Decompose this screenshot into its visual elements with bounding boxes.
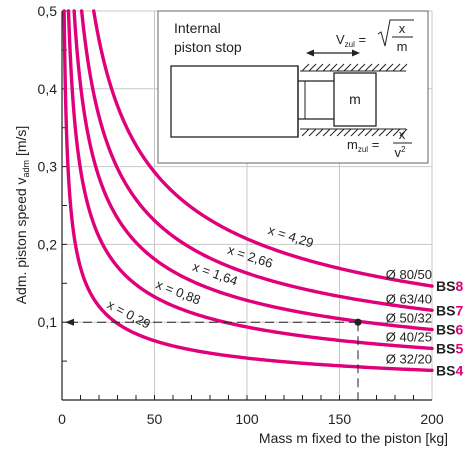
curve-diameter-label: Ø 40/25 (386, 329, 432, 344)
curve-bs-label: BS4 (436, 362, 463, 378)
hatch-line (336, 63, 345, 72)
bs-number: 7 (455, 302, 463, 318)
hatch-line (399, 128, 408, 137)
reference-lines (65, 318, 362, 400)
y-tick-label: 0,2 (38, 236, 58, 252)
y-tick-label: 0,3 (38, 159, 58, 175)
curve-bs-label: BS5 (436, 340, 463, 356)
curve-BS4 (62, 9, 434, 373)
hatch-line (329, 128, 338, 137)
bs-number: 5 (455, 340, 463, 356)
hatch-line (371, 128, 380, 137)
hatch-line (385, 63, 394, 72)
curve-BS8 (92, 9, 434, 288)
bs-prefix: BS (436, 362, 455, 378)
bs-prefix: BS (436, 278, 455, 294)
mass-block (333, 72, 377, 127)
curve-x-label: x = 0,29 (105, 297, 153, 332)
x-tick-label: 150 (328, 411, 352, 427)
hatch-line (343, 63, 352, 72)
hatch-line (322, 63, 331, 72)
example-point (354, 318, 362, 326)
hatch-line (336, 128, 345, 137)
bs-number: 4 (455, 362, 463, 378)
motion-arrow-left-head (306, 49, 314, 57)
bs-number: 8 (455, 278, 463, 294)
hatch-line (308, 128, 317, 137)
hatch-line (399, 63, 408, 72)
y-axis-label-unit: [m/s] (13, 126, 29, 160)
hatch-line (392, 128, 401, 137)
curve-BS5 (66, 9, 434, 351)
curve-bs-label: BS6 (436, 322, 463, 338)
inset-title-line1: Internal (174, 20, 221, 36)
hatch-line (357, 128, 366, 137)
hatch-line (301, 63, 310, 72)
inset-box (157, 10, 429, 164)
y-tick-labels: 0,1 0,2 0,3 0,4 0,5 (38, 3, 58, 330)
m-formula-num: x (399, 127, 406, 142)
hatch-line (315, 63, 324, 72)
x-tick-label: 100 (235, 411, 259, 427)
x-tick-label: 50 (147, 411, 163, 427)
bs-prefix: BS (436, 340, 455, 356)
v-formula-lhs: Vzul = (336, 32, 366, 49)
hatch-line (322, 128, 331, 137)
hatch-line (378, 63, 387, 72)
curve-BS7 (79, 9, 434, 312)
y-axis-label-main: Adm. piston speed v (13, 177, 29, 304)
x-axis-label: Mass m fixed to the piston [kg] (259, 430, 448, 446)
curve-diameter-label: Ø 63/40 (386, 291, 432, 306)
hatch-line (357, 63, 366, 72)
curve-diameter-label: Ø 80/50 (386, 267, 432, 282)
m-formula-lhs: mzul = (347, 137, 379, 154)
hatch-line (308, 63, 317, 72)
hatch-bottom (301, 128, 408, 137)
curve-x-label: x = 4,29 (266, 222, 315, 250)
bs-prefix: BS (436, 302, 455, 318)
m-formula-den: v2 (395, 145, 407, 160)
curve-diameter-label: Ø 32/20 (386, 351, 432, 366)
hatch-line (350, 63, 359, 72)
x-tick-labels: 0 50 100 150 200 (58, 411, 444, 427)
motion-arrow-right-head (352, 49, 360, 57)
bs-number: 6 (455, 322, 463, 338)
y-axis-label-sub: adm (21, 160, 31, 178)
curves (62, 9, 434, 373)
bs-prefix: BS (436, 322, 455, 338)
hatch-top (301, 63, 408, 72)
hatch-line (392, 63, 401, 72)
curve-BS6 (72, 9, 434, 332)
y-tick-label: 0,5 (38, 3, 58, 19)
sqrt-sign (377, 19, 414, 47)
hatch-line (350, 128, 359, 137)
curve-bs-label: BS7 (436, 302, 463, 318)
v-formula-den: m (397, 39, 408, 54)
hatch-line (301, 128, 310, 137)
y-tick-label: 0,4 (38, 81, 58, 97)
x-tick-label: 0 (58, 411, 66, 427)
y-tick-label: 0,1 (38, 314, 58, 330)
hatch-line (364, 63, 373, 72)
hatch-line (371, 63, 380, 72)
hatch-line (343, 128, 352, 137)
ref-arrow-head (65, 318, 74, 326)
v-formula-num: x (399, 21, 406, 36)
hatch-line (385, 128, 394, 137)
y-axis-label: Adm. piston speed vadm [m/s] (13, 126, 31, 305)
hatch-line (378, 128, 387, 137)
hatch-line (329, 63, 338, 72)
hatch-line (364, 128, 373, 137)
curve-diameter-label: Ø 50/32 (386, 311, 432, 326)
mass-label: m (349, 91, 361, 107)
curve-bs-label: BS8 (436, 278, 463, 294)
inset-title-line2: piston stop (174, 39, 242, 55)
hatch-line (315, 128, 324, 137)
inset: Internal piston stop m Vzul = x m mzul =… (157, 10, 429, 164)
x-tick-label: 200 (420, 411, 444, 427)
